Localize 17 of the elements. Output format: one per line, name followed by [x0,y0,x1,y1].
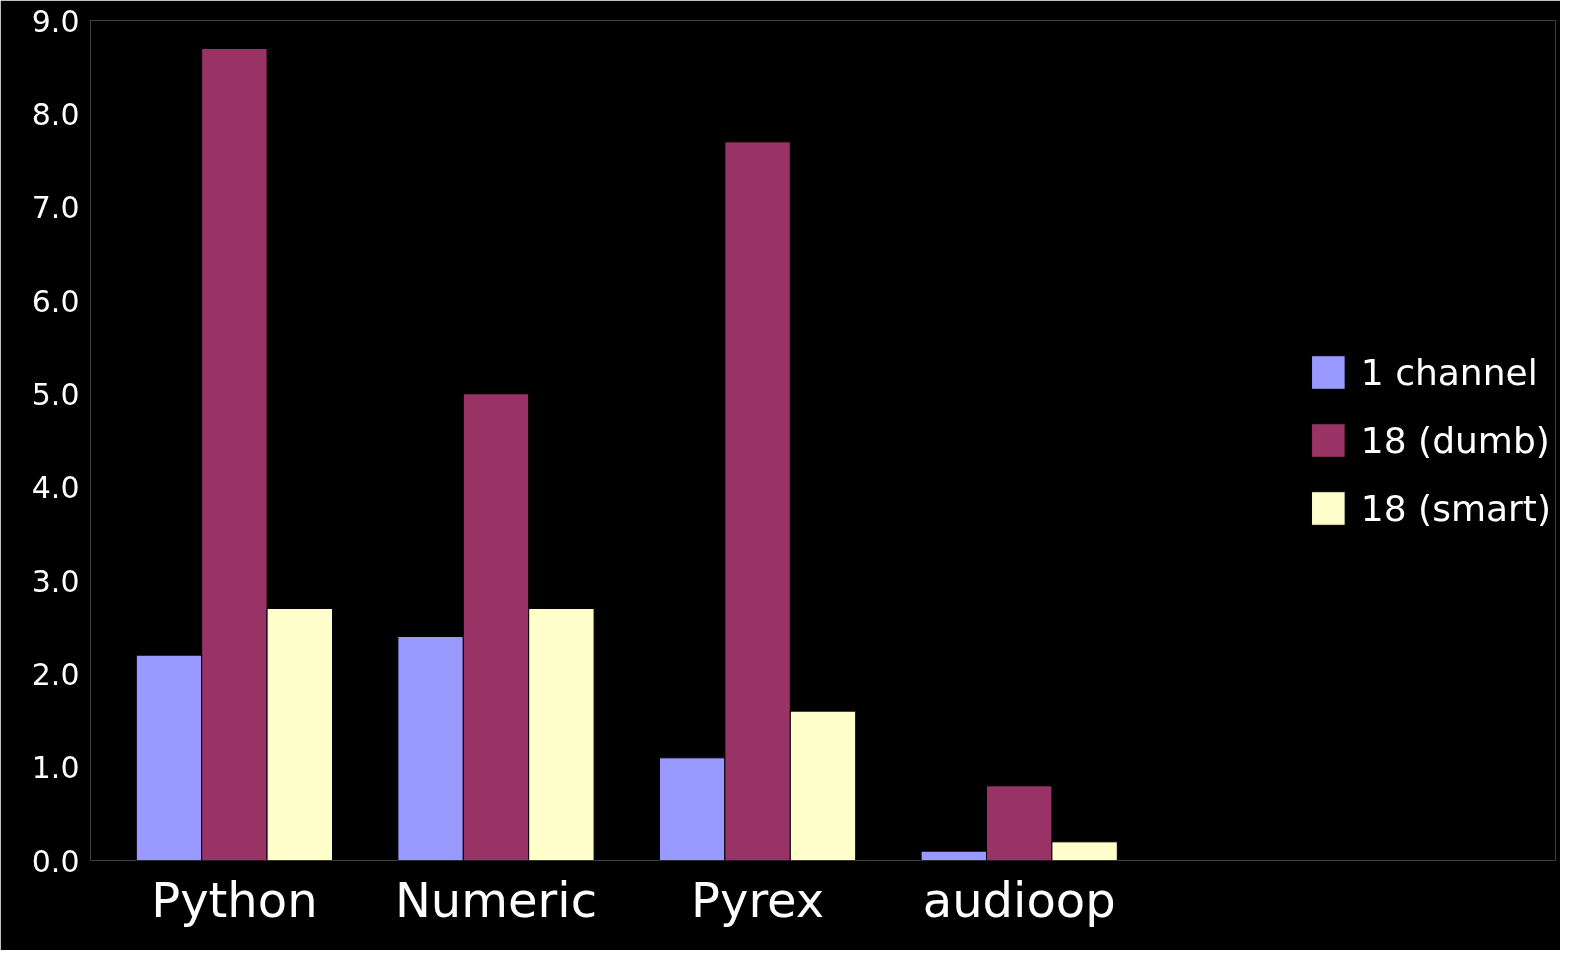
y-tick-label: 5.0 [31,376,80,412]
y-tick-label: 9.0 [31,3,80,39]
y-tick-label: 1.0 [31,750,80,786]
legend-label: 18 (dumb) [1360,419,1550,461]
y-tick-label: 2.0 [31,656,80,692]
y-tick-label: 4.0 [31,470,80,506]
x-tick-label: Python [151,871,318,928]
y-tick-label: 3.0 [31,563,80,599]
x-tick-label: Numeric [394,871,598,928]
legend-label: 1 channel [1360,351,1538,393]
y-tick-label: 7.0 [31,190,80,226]
x-tick-label: Pyrex [691,871,825,928]
legend-label: 18 (smart) [1360,487,1551,529]
y-tick-label: 6.0 [31,283,80,319]
y-tick-label: 0.0 [31,843,80,879]
y-tick-label: 8.0 [31,96,80,132]
x-tick-label: audioop [922,871,1116,928]
